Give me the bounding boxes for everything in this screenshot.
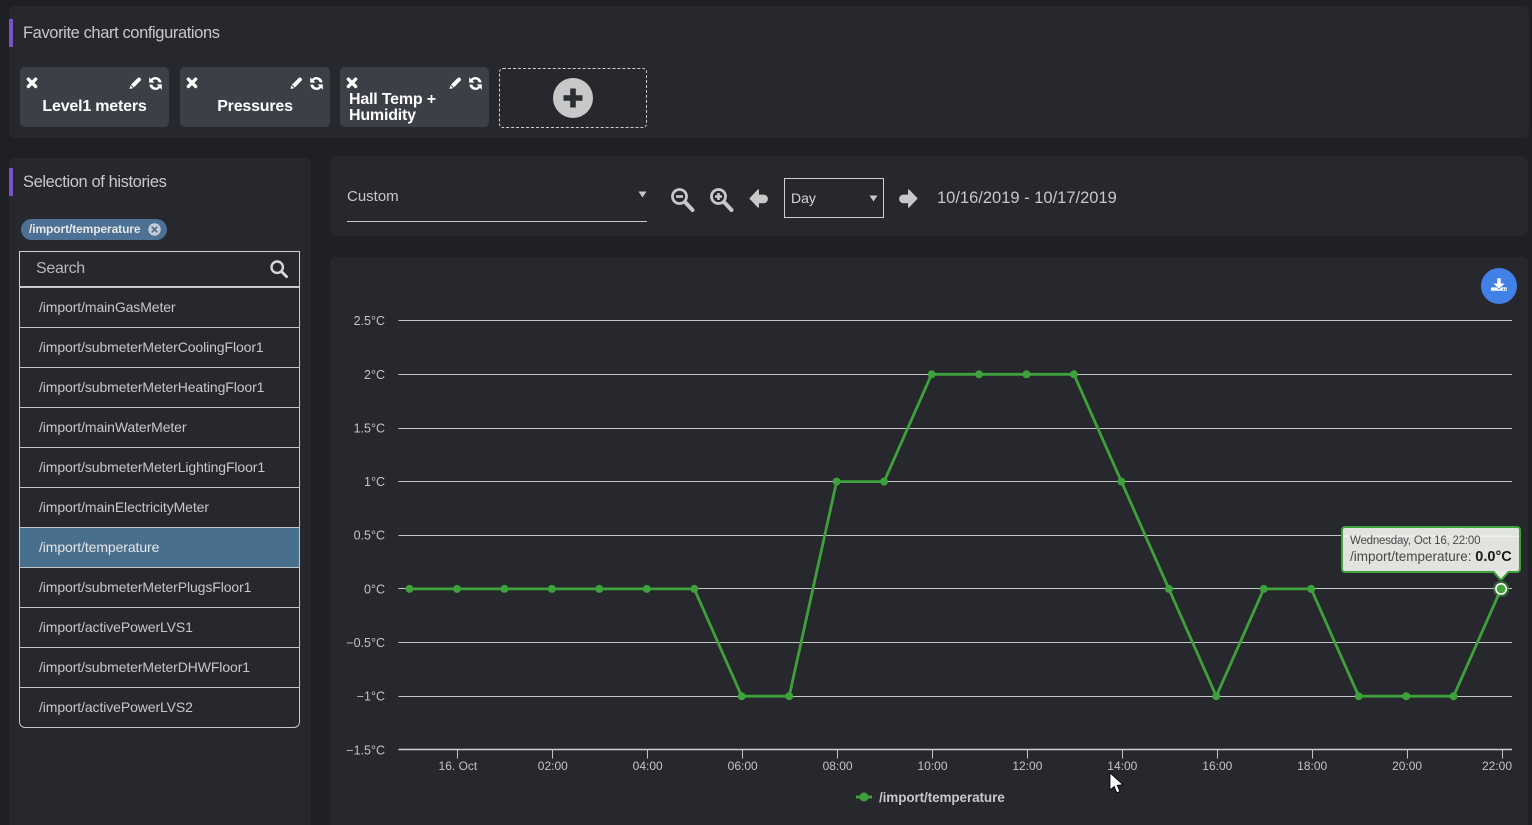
svg-text:08:00: 08:00: [823, 759, 853, 773]
svg-text:0°C: 0°C: [364, 582, 385, 596]
svg-text:06:00: 06:00: [728, 759, 758, 773]
svg-text:/import/temperature: /import/temperature: [879, 790, 1005, 805]
svg-text:2.5°C: 2.5°C: [354, 314, 385, 328]
svg-text:22:00: 22:00: [1482, 759, 1512, 773]
svg-text:02:00: 02:00: [538, 759, 568, 773]
svg-text:14:00: 14:00: [1107, 759, 1137, 773]
svg-text:04:00: 04:00: [633, 759, 663, 773]
svg-text:12:00: 12:00: [1012, 759, 1042, 773]
svg-text:1.5°C: 1.5°C: [354, 421, 385, 435]
svg-text:−0.5°C: −0.5°C: [346, 636, 385, 650]
svg-text:1°C: 1°C: [364, 475, 385, 489]
svg-text:20:00: 20:00: [1392, 759, 1422, 773]
svg-text:−1.5°C: −1.5°C: [346, 743, 385, 757]
svg-text:2°C: 2°C: [364, 368, 385, 382]
svg-text:18:00: 18:00: [1297, 759, 1327, 773]
svg-text:16:00: 16:00: [1202, 759, 1232, 773]
svg-text:10:00: 10:00: [917, 759, 947, 773]
svg-text:−1°C: −1°C: [357, 690, 385, 704]
svg-text:0.5°C: 0.5°C: [354, 529, 385, 543]
svg-text:16. Oct: 16. Oct: [439, 759, 478, 773]
